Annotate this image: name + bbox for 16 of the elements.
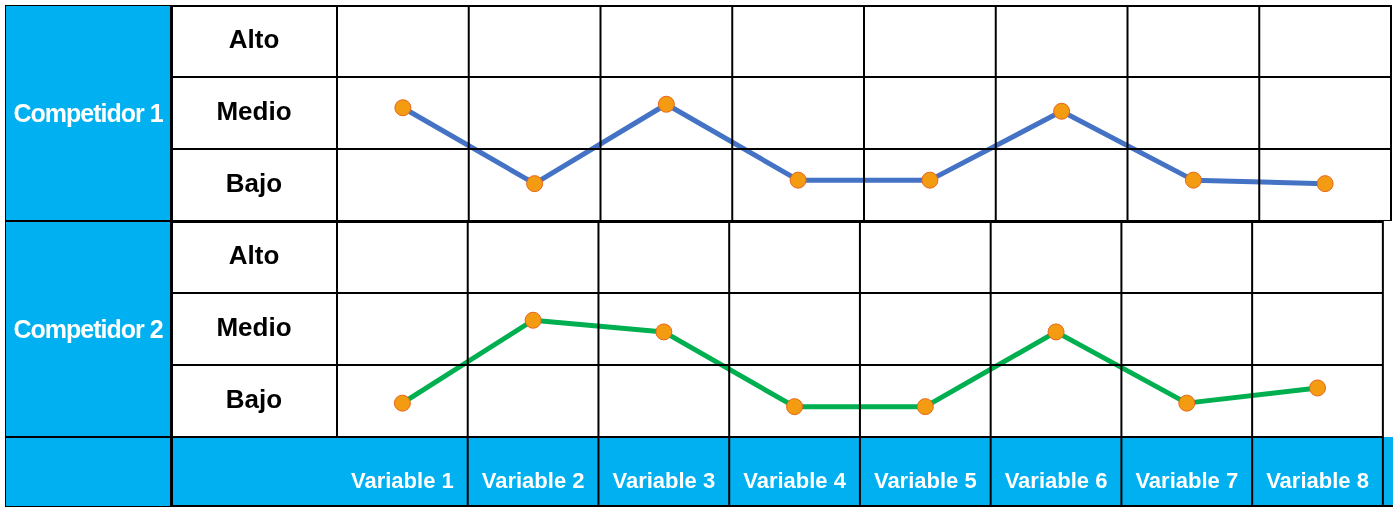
x-tick-label: Variable 1	[350, 468, 454, 494]
x-tick-label: Variable 4	[743, 468, 847, 494]
x-tick-label: Variable 6	[1004, 468, 1108, 494]
text: Alto	[228, 24, 280, 55]
text: Medio	[216, 96, 292, 127]
text: Alto	[228, 240, 280, 271]
text: Bajo	[225, 384, 283, 415]
y-axis-title: Competidor 2	[5, 221, 171, 437]
x-tick-label: Variable 5	[873, 468, 977, 494]
x-tick-label: Variable 2	[481, 468, 585, 494]
text: Medio	[216, 312, 292, 343]
x-tick-label: Variable 8	[1266, 468, 1369, 494]
text: Bajo	[225, 168, 283, 199]
y-axis-title: Competidor 1	[5, 5, 171, 221]
x-tick-label: Variable 7	[1135, 468, 1239, 494]
x-tick-label: Variable 3	[612, 468, 716, 494]
